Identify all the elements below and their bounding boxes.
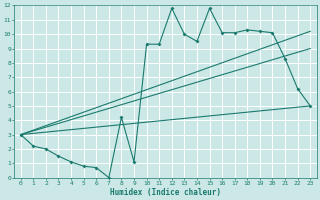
X-axis label: Humidex (Indice chaleur): Humidex (Indice chaleur) [110,188,221,197]
